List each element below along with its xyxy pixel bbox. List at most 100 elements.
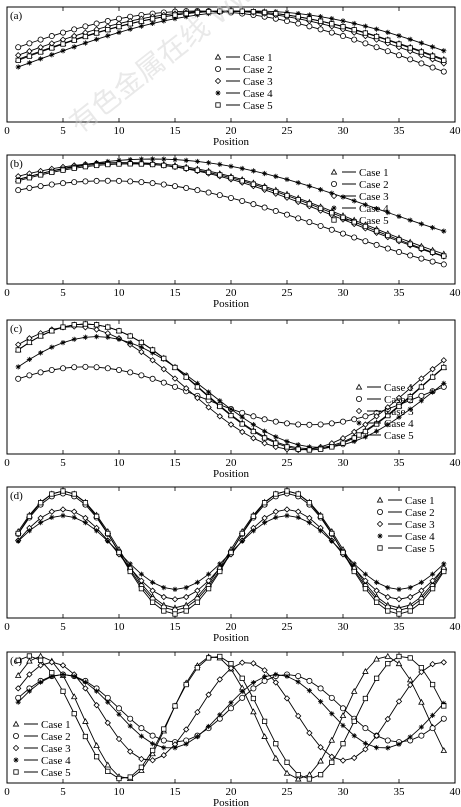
data-point — [60, 324, 66, 330]
data-point — [272, 508, 279, 515]
data-point — [194, 579, 200, 585]
data-point — [339, 705, 346, 712]
data-point — [60, 513, 66, 519]
data-point — [250, 528, 256, 534]
series-2 — [15, 671, 447, 746]
data-point — [105, 27, 111, 33]
data-point — [93, 754, 100, 760]
data-point — [127, 369, 134, 376]
data-point — [205, 586, 212, 592]
data-point — [194, 384, 201, 390]
data-point — [284, 176, 290, 183]
data-point — [49, 670, 55, 676]
data-point — [395, 596, 403, 603]
data-point — [172, 16, 178, 22]
data-point — [116, 177, 123, 184]
data-point — [374, 579, 380, 585]
x-tick-label: 10 — [114, 786, 126, 798]
data-point — [171, 375, 179, 382]
data-point — [339, 757, 347, 764]
series-line — [18, 10, 444, 60]
data-point — [385, 660, 391, 667]
data-point — [71, 491, 77, 497]
data-point — [385, 608, 391, 614]
data-point — [362, 571, 368, 577]
data-point — [94, 160, 100, 166]
data-point — [26, 185, 33, 192]
x-tick-label: 0 — [4, 287, 10, 299]
data-point — [373, 44, 380, 51]
x-tick-label: 5 — [60, 125, 66, 137]
data-point — [250, 679, 256, 686]
data-point — [239, 538, 245, 544]
data-point — [373, 413, 380, 420]
data-point — [373, 655, 380, 662]
x-tick-label: 35 — [394, 125, 406, 137]
data-point — [429, 64, 436, 71]
data-point — [149, 757, 156, 764]
data-point — [183, 584, 189, 591]
data-point — [205, 189, 212, 196]
data-point — [395, 394, 403, 402]
data-point — [407, 385, 414, 392]
data-point — [15, 44, 22, 51]
legend-label: Case 3 — [405, 519, 435, 531]
data-point — [138, 161, 145, 167]
data-point — [160, 181, 167, 188]
data-point — [183, 681, 189, 688]
data-point — [183, 726, 190, 733]
data-point — [172, 586, 178, 592]
data-point — [194, 665, 201, 671]
data-point — [317, 513, 324, 519]
legend-label: Case 4 — [41, 755, 71, 767]
data-point — [250, 695, 257, 702]
legend-label: Case 2 — [243, 64, 273, 76]
legend-marker — [331, 205, 337, 211]
x-tick-label: 40 — [450, 457, 461, 469]
data-point — [373, 599, 380, 605]
data-point — [407, 394, 413, 400]
data-point — [105, 530, 111, 537]
data-point — [49, 328, 55, 334]
data-point — [362, 725, 369, 732]
data-point — [395, 698, 403, 705]
data-point — [418, 384, 425, 390]
x-axis-label: Position — [213, 797, 250, 807]
x-tick-label: 40 — [450, 786, 461, 798]
data-point — [38, 350, 44, 356]
data-point — [430, 44, 436, 50]
data-point — [328, 694, 335, 701]
data-point — [283, 769, 291, 776]
legend-marker — [355, 407, 363, 415]
legend-marker — [214, 53, 222, 60]
data-point — [161, 745, 167, 751]
data-point — [216, 676, 223, 683]
data-point — [329, 759, 335, 765]
x-tick-label: 40 — [450, 125, 461, 137]
data-point — [306, 500, 313, 506]
data-point — [306, 219, 313, 226]
x-tick-label: 15 — [170, 125, 182, 137]
data-point — [172, 611, 178, 617]
data-point — [115, 735, 123, 743]
data-point — [138, 571, 144, 577]
panel-label: (a) — [10, 10, 23, 22]
legend-marker — [377, 533, 383, 539]
data-point — [295, 180, 301, 186]
data-point — [284, 9, 290, 16]
data-point — [418, 732, 425, 739]
data-point — [228, 175, 234, 181]
data-point — [60, 688, 66, 694]
data-point — [71, 165, 77, 171]
data-point — [26, 175, 33, 181]
data-point — [306, 447, 313, 453]
data-point — [295, 14, 301, 20]
legend-label: Case 2 — [41, 731, 71, 743]
data-point — [306, 23, 313, 30]
data-point — [396, 237, 402, 243]
data-point — [306, 421, 313, 428]
